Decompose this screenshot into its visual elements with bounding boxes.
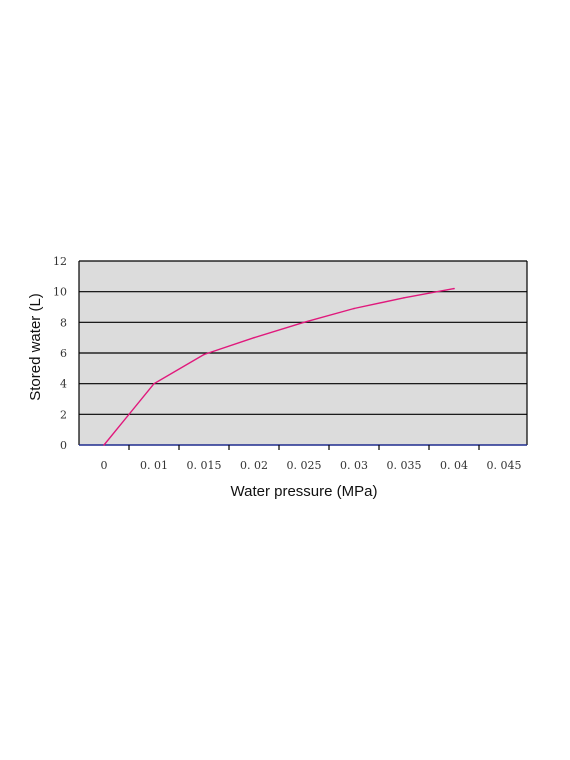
gridlines	[78, 260, 528, 446]
data-point-0-1	[153, 382, 155, 385]
y-tick-label-1: 2	[60, 408, 67, 421]
y-tick-label-3: 6	[60, 347, 67, 360]
x-tick-label-2: 0. 015	[187, 459, 222, 472]
x-tick-label-5: 0. 03	[340, 459, 368, 472]
x-tick-label-6: 0. 035	[387, 459, 422, 472]
y-tick-label-2: 4	[60, 378, 67, 391]
x-tick-label-8: 0. 045	[487, 459, 522, 472]
data-point-0-2	[203, 353, 205, 356]
x-tick-labels: 0 0. 01 0. 015 0. 02 0. 025 0. 03 0. 035 0. 04 0…	[101, 459, 522, 472]
series-line-0	[103, 287, 455, 446]
y-tick-label-0: 0	[60, 439, 67, 452]
series-layer	[103, 287, 455, 446]
y-axis-title: Stored water (L)	[27, 293, 44, 401]
x-axis-title: Water pressure (MPa)	[231, 483, 378, 500]
x-tick-marks	[128, 445, 480, 450]
x-tick-label-0: 0	[101, 459, 108, 472]
x-tick-label-4: 0. 025	[287, 459, 322, 472]
data-point-0-4	[303, 321, 305, 324]
x-tick-label-1: 0. 01	[140, 459, 168, 472]
y-tick-labels: 0 2 4 6 8 10 12	[53, 255, 67, 452]
y-tick-label-5: 10	[53, 286, 67, 299]
x-tick-label-7: 0. 04	[440, 459, 468, 472]
y-tick-label-6: 12	[53, 255, 67, 268]
data-point-0-6	[403, 297, 405, 299]
data-point-0-3	[253, 336, 255, 339]
x-tick-label-3: 0. 02	[240, 459, 268, 472]
y-tick-label-4: 8	[60, 316, 67, 329]
data-point-0-7	[453, 287, 455, 290]
data-point-0-0	[103, 444, 105, 446]
data-point-0-5	[353, 307, 355, 310]
